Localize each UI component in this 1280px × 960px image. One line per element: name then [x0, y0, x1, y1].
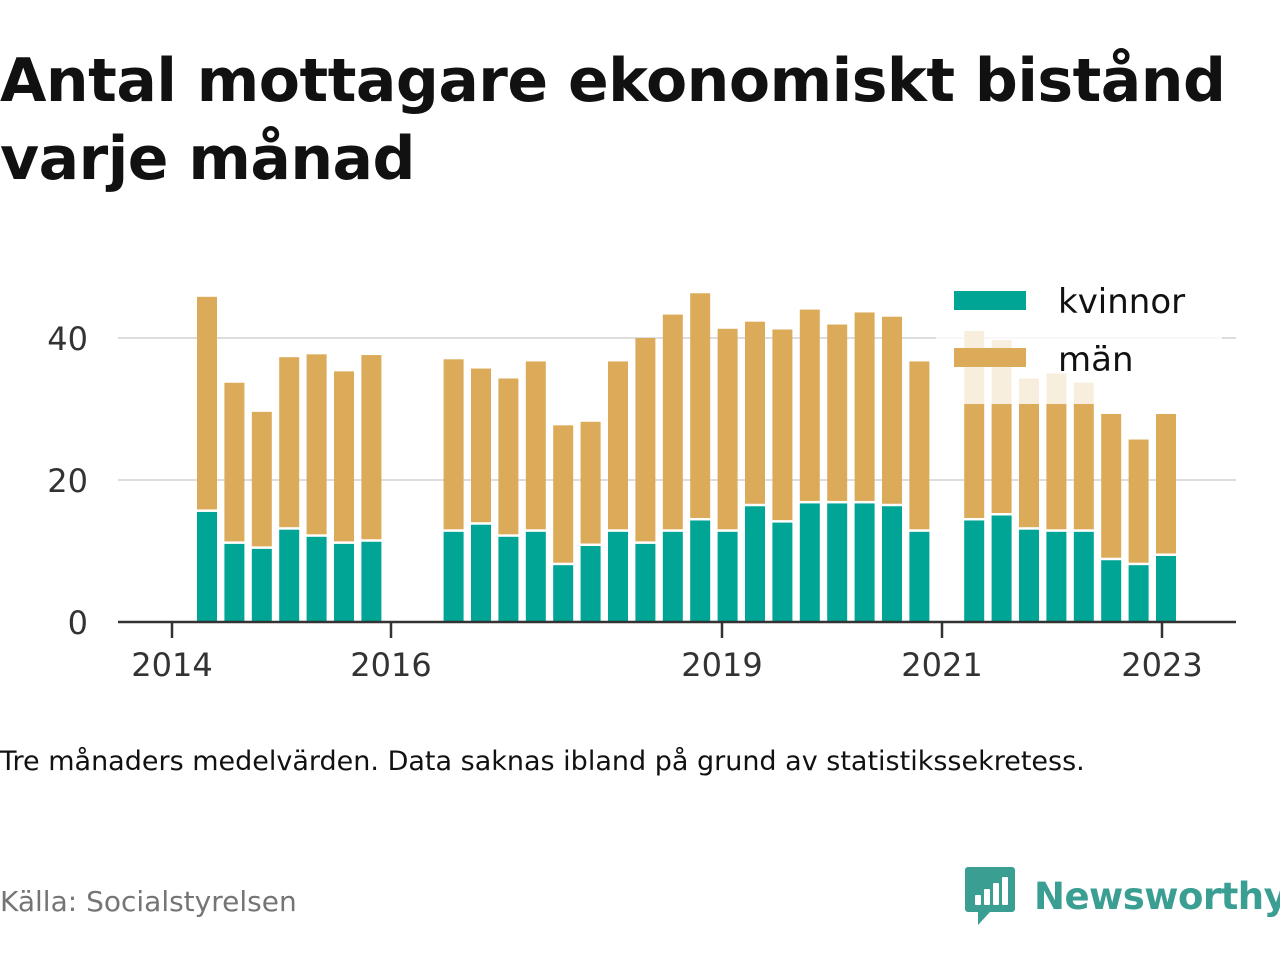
- x-tick-label: 2019: [681, 646, 762, 684]
- bar-kvinnor: [279, 529, 300, 622]
- y-tick-label: 20: [47, 462, 88, 500]
- x-tick-label: 2014: [131, 646, 212, 684]
- bar-man: [690, 293, 711, 518]
- chart-title-line-1: Antal mottagare ekonomiskt bistånd: [0, 46, 1226, 116]
- bar-man: [662, 314, 683, 530]
- legend-label-man: män: [1058, 340, 1134, 380]
- bar-man: [717, 328, 738, 530]
- bar-man: [334, 371, 354, 542]
- newsworthy-logo-icon: [965, 867, 1015, 925]
- chart-title: Antal mottagare ekonomiskt bistånd varje…: [0, 42, 1280, 198]
- bar-kvinnor: [580, 546, 601, 622]
- chart-note: Tre månaders medelvärden. Data saknas ib…: [0, 746, 1085, 777]
- bar-man: [745, 321, 765, 504]
- bar-kvinnor: [854, 503, 875, 622]
- brand-name: Newsworthy: [1034, 874, 1280, 918]
- bar-kvinnor: [772, 522, 793, 622]
- bar-kvinnor: [827, 503, 848, 622]
- bar-kvinnor: [909, 531, 930, 622]
- bar-kvinnor: [251, 548, 272, 622]
- bar-man: [251, 411, 272, 547]
- stacked-bar-chart: 0 20 40 2014 2016 2019 2021 2023 kvinnor män: [47, 276, 1236, 684]
- bar-kvinnor: [1046, 531, 1067, 622]
- bar-kvinnor: [1156, 555, 1176, 622]
- bar-kvinnor: [498, 536, 519, 622]
- x-tick-label: 2016: [350, 646, 431, 684]
- bar-man: [553, 425, 574, 563]
- bar-man: [1128, 439, 1149, 563]
- bar-man: [580, 421, 601, 544]
- brand-logo: Newsworthy: [964, 864, 1280, 928]
- source-label: Källa: Socialstyrelsen: [0, 885, 297, 918]
- bar-man: [279, 357, 300, 528]
- bar-kvinnor: [361, 541, 382, 622]
- bar-kvinnor: [608, 531, 628, 622]
- bar-kvinnor: [443, 531, 464, 622]
- bar-man: [772, 329, 793, 521]
- bar-kvinnor: [882, 506, 902, 622]
- bar-man: [471, 368, 491, 523]
- bar-kvinnor: [964, 520, 985, 622]
- bar-kvinnor: [471, 524, 491, 622]
- bar-man: [498, 378, 519, 535]
- bar-kvinnor: [745, 506, 765, 622]
- bar-kvinnor: [799, 503, 820, 622]
- bar-man: [361, 355, 382, 540]
- bar-man: [1101, 413, 1122, 558]
- bar-man: [1156, 413, 1176, 554]
- bar-kvinnor: [224, 543, 245, 622]
- bar-man: [1019, 378, 1039, 528]
- bar-kvinnor: [525, 531, 546, 622]
- bar-man: [1046, 373, 1067, 530]
- bar-man: [854, 312, 875, 501]
- bar-man: [1073, 382, 1094, 530]
- bar-man: [827, 324, 848, 501]
- bar-kvinnor: [1101, 560, 1122, 622]
- bar-man: [882, 316, 902, 504]
- bar-man: [799, 309, 820, 501]
- y-tick-label: 0: [68, 604, 88, 642]
- y-tick-label: 40: [47, 320, 88, 358]
- bar-kvinnor: [553, 565, 574, 622]
- bar-man: [909, 361, 930, 530]
- bar-kvinnor: [306, 536, 327, 622]
- legend-swatch-kvinnor: [954, 291, 1026, 310]
- bar-man: [306, 354, 327, 535]
- bar-kvinnor: [662, 531, 683, 622]
- bar-man: [197, 296, 217, 510]
- bar-kvinnor: [690, 520, 711, 622]
- bar-kvinnor: [197, 511, 217, 622]
- bar-kvinnor: [991, 515, 1012, 622]
- bar-kvinnor: [1128, 565, 1149, 622]
- bar-kvinnor: [717, 531, 738, 622]
- bar-kvinnor: [1019, 529, 1039, 622]
- bar-man: [443, 359, 464, 530]
- bar-kvinnor: [1073, 531, 1094, 622]
- bar-man: [525, 361, 546, 530]
- bar-man: [224, 382, 245, 542]
- chart-title-line-2: varje månad: [0, 124, 416, 194]
- bar-man: [608, 361, 628, 530]
- legend-swatch-man: [954, 348, 1026, 367]
- legend-label-kvinnor: kvinnor: [1058, 282, 1185, 322]
- bar-kvinnor: [334, 543, 354, 622]
- x-tick-label: 2023: [1121, 646, 1202, 684]
- bar-kvinnor: [635, 543, 656, 622]
- x-tick-label: 2021: [901, 646, 982, 684]
- bar-man: [635, 338, 656, 542]
